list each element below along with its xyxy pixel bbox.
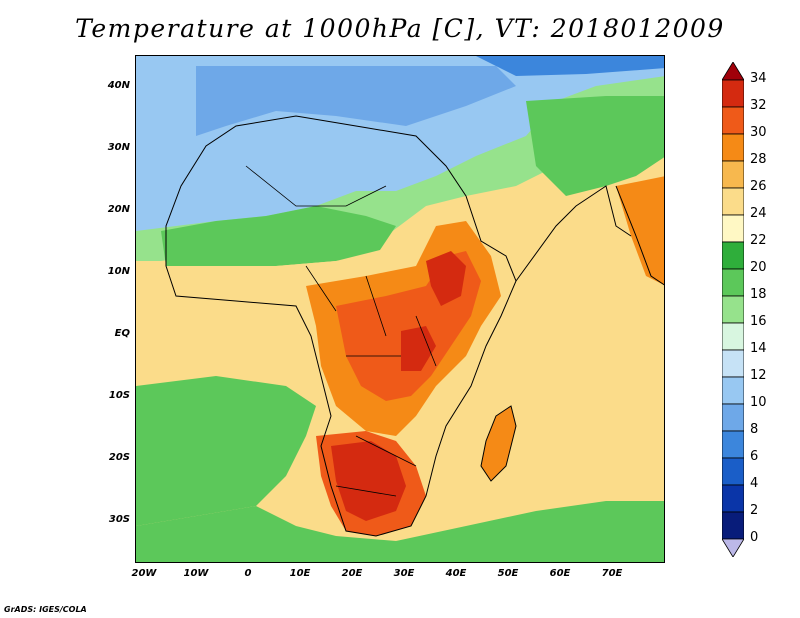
colorbar-tick-label: 6	[750, 449, 759, 464]
south-atlantic-cold	[136, 376, 316, 526]
colorbar-box	[722, 241, 744, 270]
arabia-coastline	[515, 185, 632, 282]
colorbar-box	[722, 268, 744, 297]
colorbar-tick-label: 18	[750, 287, 767, 302]
lat-label-30n: 30N	[107, 142, 130, 153]
colorbar-tick-label: 30	[750, 125, 767, 140]
temperature-map	[136, 56, 664, 562]
ethiopia-hot	[426, 251, 466, 306]
colorbar-tick-label: 0	[750, 530, 759, 545]
colorbar-tick-label: 22	[750, 233, 767, 248]
lat-label-20n: 20N	[107, 204, 130, 215]
colorbar-box	[722, 295, 744, 324]
country-borders	[245, 165, 437, 497]
chart-title: Temperature at 1000hPa [C], VT: 20180120…	[75, 14, 725, 43]
lat-label-40n: 40N	[107, 80, 130, 91]
colorbar-box	[722, 484, 744, 513]
colorbar-tick-label: 32	[750, 98, 767, 113]
lat-label-10n: 10N	[107, 266, 130, 277]
colorbar-tick-label: 28	[750, 152, 767, 167]
colorbar-tick-label: 16	[750, 314, 767, 329]
colorbar-box	[722, 457, 744, 486]
colorbar-tick-label: 20	[750, 260, 767, 275]
colorbar-box	[722, 430, 744, 459]
india-warm	[616, 176, 664, 285]
africa-coastline	[165, 115, 517, 537]
colorbar-tick-label: 2	[750, 503, 759, 518]
colorbar-tick-label: 34	[750, 71, 767, 86]
colorbar-tick-label: 10	[750, 395, 767, 410]
colorbar-tick-label: 12	[750, 368, 767, 383]
colorbar-box	[722, 376, 744, 405]
lakes-hot	[401, 326, 436, 371]
colorbar-box	[722, 106, 744, 135]
colorbar-box	[722, 214, 744, 243]
lat-label-30s: 30S	[108, 514, 130, 525]
lon-label-30e: 30E	[393, 568, 415, 579]
colorbar-box	[722, 187, 744, 216]
colorbar-tick-label: 14	[750, 341, 767, 356]
southern-ocean-cold	[136, 501, 664, 562]
sahel-green	[161, 206, 396, 266]
colorbar-top-arrow	[722, 62, 744, 81]
colorbar-tick-label: 4	[750, 476, 759, 491]
map-panel	[135, 55, 665, 563]
colorbar-box	[722, 511, 744, 540]
colorbar-box	[722, 160, 744, 189]
middle-east-green	[526, 96, 664, 196]
madagascar-coastline	[480, 405, 517, 482]
lon-label-70e: 70E	[601, 568, 623, 579]
colorbar	[722, 62, 744, 557]
lon-label-40e: 40E	[445, 568, 467, 579]
madagascar	[481, 406, 516, 481]
lon-label-20w: 20W	[131, 568, 157, 579]
north-edge-cold	[476, 56, 664, 76]
colorbar-box	[722, 403, 744, 432]
lon-label-60e: 60E	[549, 568, 571, 579]
colorbar-box	[722, 79, 744, 108]
colorbar-box	[722, 133, 744, 162]
mediterranean-cold-area	[196, 66, 516, 136]
colorbar-bottom-arrow	[722, 538, 744, 557]
lat-label-10s: 10S	[108, 390, 130, 401]
kalahari-hottest	[331, 441, 406, 521]
lon-label-0: 0	[244, 568, 252, 579]
colorbar-box	[722, 349, 744, 378]
lon-label-20e: 20E	[341, 568, 363, 579]
lat-label-eq: EQ	[114, 328, 130, 339]
colorbar-tick-label: 26	[750, 179, 767, 194]
lon-label-10w: 10W	[183, 568, 209, 579]
lat-label-20s: 20S	[108, 452, 130, 463]
india-coastline	[615, 185, 664, 286]
lon-label-10e: 10E	[289, 568, 311, 579]
colorbar-box	[722, 322, 744, 351]
colorbar-tick-label: 24	[750, 206, 767, 221]
grads-credit: GrADS: IGES/COLA	[4, 605, 87, 614]
lon-label-50e: 50E	[497, 568, 519, 579]
colorbar-tick-label: 8	[750, 422, 759, 437]
